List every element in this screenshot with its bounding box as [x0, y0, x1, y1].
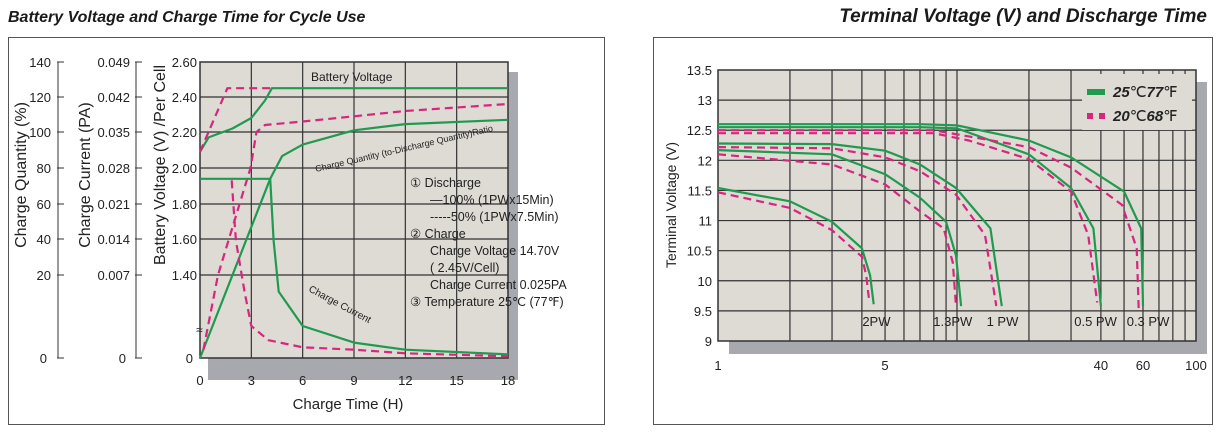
right-chart-frame — [653, 37, 1213, 425]
left-series-charge-current-50- — [230, 180, 509, 358]
y-axis-tick-label: 140 — [29, 55, 51, 70]
left-series-battery-voltage-50- — [198, 87, 272, 153]
x-axis-tick-label: 15 — [449, 373, 463, 388]
y-axis-tick-label: 12.5 — [687, 123, 712, 138]
y-axis-tick-label: 12 — [698, 153, 712, 168]
x-axis-tick-label: 6 — [299, 373, 306, 388]
notes-line: -----50% (1PWx7.5Min) — [430, 210, 559, 224]
legend-unit_f: ℉ — [1163, 84, 1177, 101]
legend-temp_c: 20 — [1112, 108, 1130, 125]
battery-voltage-label: Battery Voltage — [311, 70, 393, 84]
y-axis-tick-label: 0.021 — [97, 197, 130, 212]
notes-line: ③ Temperature 25℃ (77℉) — [410, 295, 564, 309]
x-axis-tick-label: 60 — [1136, 358, 1150, 373]
left-series-charge-quantity-50- — [202, 102, 509, 350]
right-chart-title: Terminal Voltage (V) and Discharge Time — [839, 6, 1207, 27]
right-series-1-3pw-25-c — [717, 149, 963, 307]
x-axis-title: Charge Time (H) — [293, 396, 404, 413]
axis-break-mark: ≈ — [196, 323, 203, 337]
x-axis-tick-label: 100 — [1185, 358, 1207, 373]
legend-unit_c: ℃ — [1130, 84, 1147, 101]
legend-unit_c: ℃ — [1130, 108, 1147, 125]
right-series-0-5pw-20-c — [718, 132, 1099, 303]
y-axis-tick-label: 9 — [705, 334, 712, 349]
right-series-1-3pw-20-c — [717, 153, 958, 307]
legend-unit_f: ℉ — [1163, 108, 1177, 125]
y-axis-tick-label: 0 — [119, 351, 126, 366]
y-axis-tick-label: 20 — [37, 268, 51, 283]
y-axis-tick-label: 2.00 — [172, 161, 197, 176]
y-axis-title: Charge Quantity (%) — [13, 102, 30, 248]
right-series-0-3pw-20-c — [718, 129, 1140, 310]
legend-swatch-solid — [1087, 89, 1105, 95]
x-axis-tick-label: 0 — [196, 373, 203, 388]
y-axis-tick-label: 0.014 — [97, 232, 130, 247]
curve-label: 0.3 PW — [1127, 314, 1170, 329]
curve-label: 2PW — [862, 314, 891, 329]
y-axis-title: Terminal Voltage (V) — [663, 142, 679, 268]
y-axis-tick-label: 9.5 — [694, 304, 712, 319]
notes-line: ① Discharge — [410, 176, 481, 190]
legend-swatch-dashed — [1099, 113, 1105, 119]
y-axis-tick-label: 11.5 — [688, 183, 712, 198]
curve-label: 1 PW — [987, 314, 1020, 329]
notes-line: ( 2.45V/Cell) — [430, 261, 499, 275]
y-axis-tick-label: 11 — [699, 214, 713, 229]
y-axis-tick-label: 40 — [37, 232, 51, 247]
right-series-1pw-25-c — [717, 142, 1003, 307]
legend-box — [1082, 74, 1192, 130]
right-series-0-5pw-25-c — [718, 126, 1102, 307]
x-axis-tick-label: 9 — [350, 373, 357, 388]
x-axis-tick-label: 5 — [881, 358, 888, 373]
left-chart-frame — [8, 37, 605, 425]
notes-line: Charge Voltage 14.70V — [430, 244, 560, 258]
y-axis-tick-label: 0.049 — [97, 55, 130, 70]
x-axis-tick-label: 12 — [398, 373, 412, 388]
notes-line: ② Charge — [410, 227, 466, 241]
y-axis-tick-label: 2.40 — [172, 90, 197, 105]
y-axis-tick-label: 1.80 — [172, 197, 197, 212]
left-chart-title: Battery Voltage and Charge Time for Cycl… — [8, 9, 366, 26]
legend-entry-label: 20℃68℉ — [1112, 108, 1178, 125]
curve-label: 1.3PW — [933, 314, 973, 329]
y-axis-tick-label: 0.042 — [97, 90, 130, 105]
right-series-2pw-20-c — [717, 191, 871, 303]
y-axis-tick-label: 80 — [37, 161, 51, 176]
legend-swatch-dashed — [1087, 113, 1093, 119]
legend-temp_c: 25 — [1112, 84, 1130, 101]
y-axis-tick-label: 13.5 — [687, 63, 712, 78]
y-axis-tick-label: 10 — [698, 274, 712, 289]
y-axis-tick-label: 10.5 — [687, 244, 712, 259]
x-axis-tick-label: 3 — [248, 373, 255, 388]
right-series-2pw-25-c — [717, 186, 875, 305]
y-axis-title: Battery Voltage (V) /Per Cell — [152, 65, 169, 265]
notes-line: Charge Current 0.025PA — [430, 278, 567, 292]
right-series-0-3pw-25-c — [718, 123, 1145, 307]
y-axis-tick-label: 0.007 — [97, 268, 130, 283]
x-axis-tick-label: 18 — [501, 373, 515, 388]
legend-temp_f: 77 — [1147, 84, 1164, 101]
legend-entry-label: 25℃77℉ — [1112, 84, 1178, 101]
curve-label: 0.5 PW — [1074, 314, 1117, 329]
y-axis-tick-label: 0.035 — [97, 125, 130, 140]
y-axis-tick-label: 1.40 — [172, 268, 197, 283]
y-axis-tick-label: 100 — [29, 125, 51, 140]
y-axis-tick-label: 1.60 — [172, 232, 197, 247]
left-series-charge-current-100- — [200, 177, 509, 356]
y-axis-tick-label: 0 — [40, 351, 47, 366]
notes-line: —100% (1PWx15Min) — [430, 193, 554, 207]
y-axis-tick-label: 13 — [698, 93, 712, 108]
y-axis-tick-label: 2.60 — [172, 55, 197, 70]
y-axis-tick-label: 2.20 — [172, 125, 197, 140]
x-axis-tick-label: 40 — [1094, 358, 1108, 373]
y-axis-tick-label: 0.028 — [97, 161, 130, 176]
left-series-battery-voltage-100- — [199, 87, 508, 153]
y-axis-tick-label: 120 — [29, 90, 51, 105]
y-axis-tick-label: 60 — [37, 197, 51, 212]
legend-temp_f: 68 — [1147, 108, 1164, 125]
x-axis-tick-label: 1 — [714, 358, 721, 373]
y-axis-tick-label: 0 — [186, 351, 193, 366]
y-axis-title: Charge Current (PA) — [77, 102, 94, 248]
